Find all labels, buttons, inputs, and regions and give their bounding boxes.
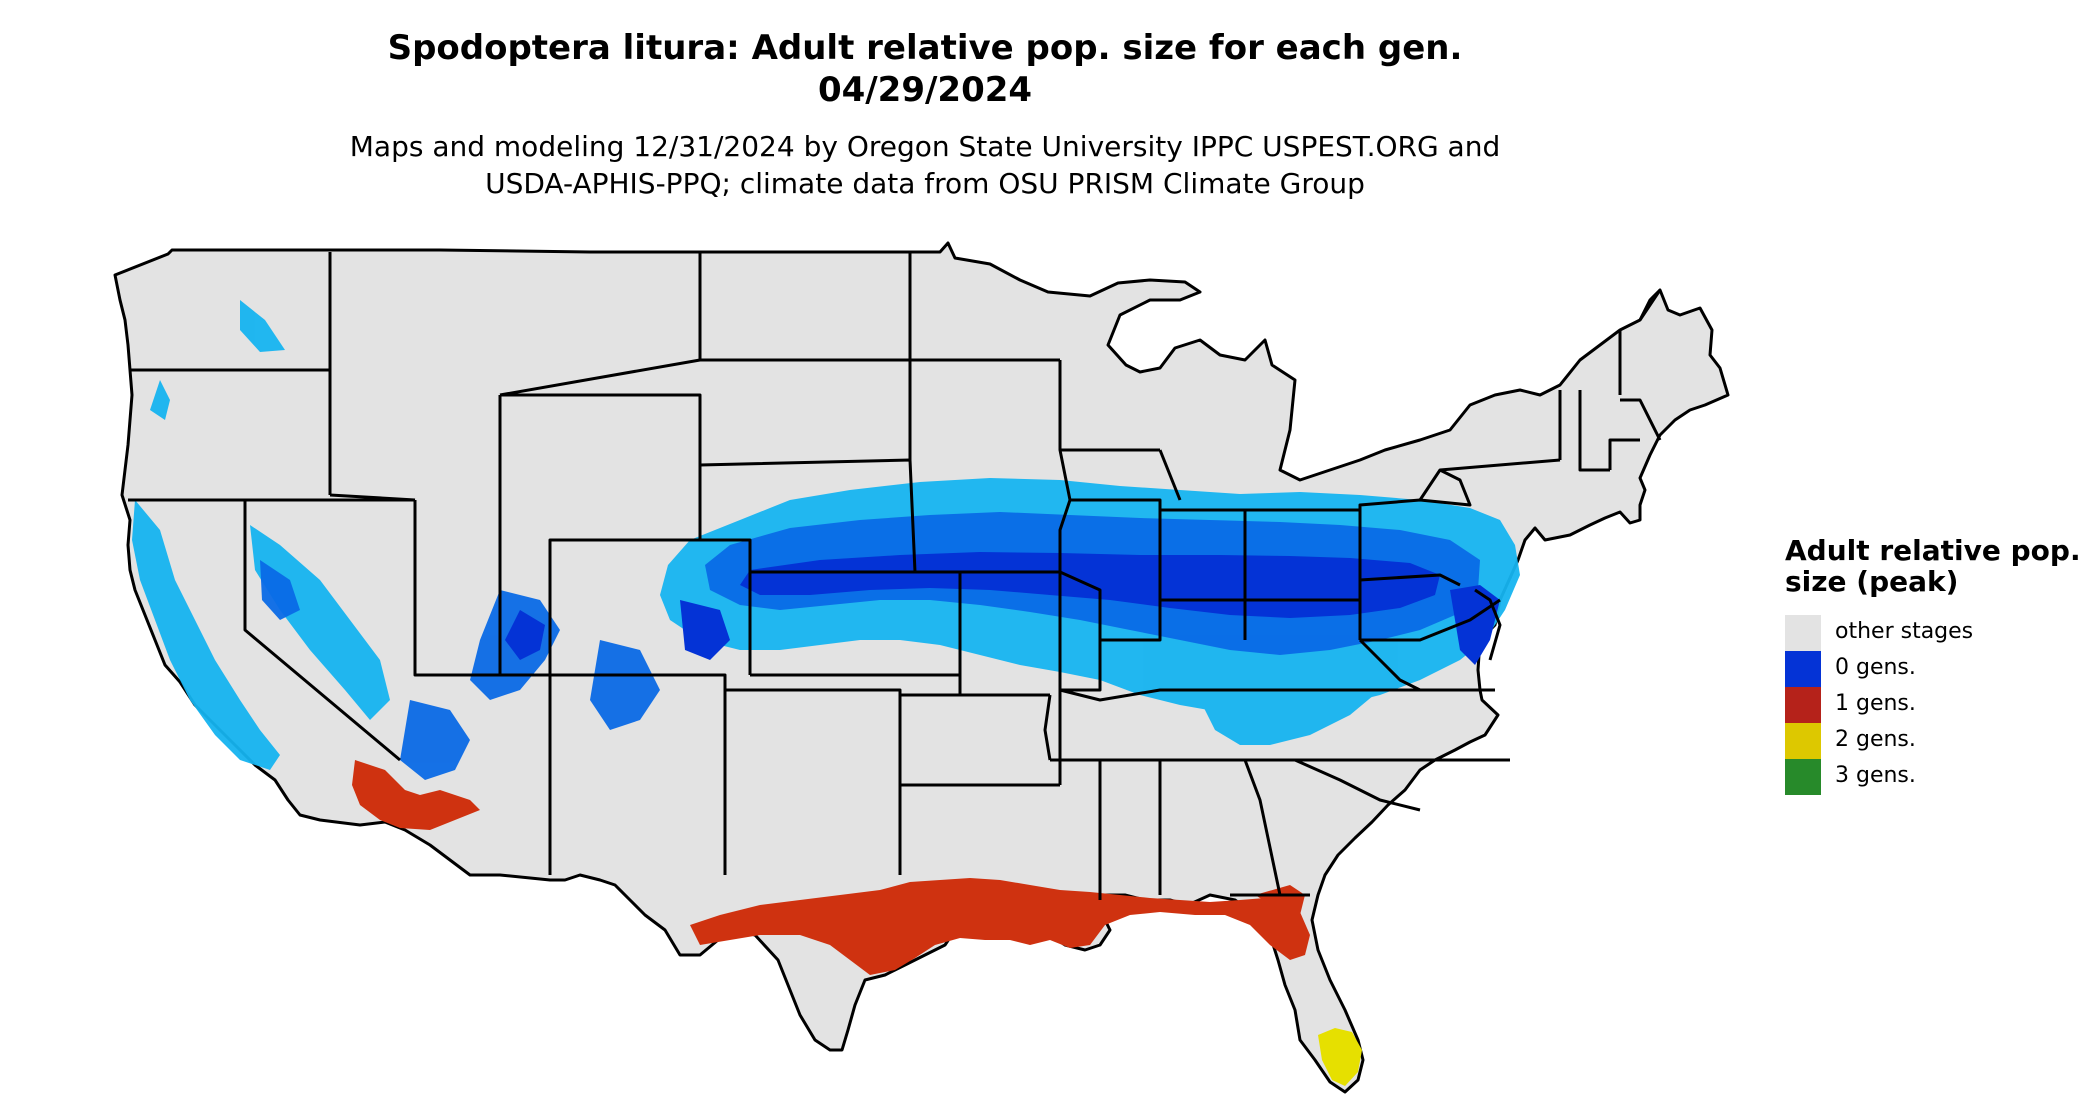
- us-land: [113, 241, 1730, 1094]
- legend-label: 0 gens.: [1835, 655, 1916, 680]
- legend-item-3-gens: 3 gens.: [1785, 759, 2085, 795]
- legend-item-2-gens: 2 gens.: [1785, 723, 2085, 759]
- state-borders: [128, 252, 1662, 900]
- legend-label: other stages: [1835, 619, 1974, 644]
- legend-label: 3 gens.: [1835, 763, 1916, 788]
- zone-two-gens: [1318, 1028, 1362, 1086]
- legend-label: 1 gens.: [1835, 691, 1916, 716]
- legend: Adult relative pop. size (peak) other st…: [1785, 535, 2085, 795]
- legend-swatch: [1785, 651, 1821, 687]
- legend-swatch: [1785, 687, 1821, 723]
- legend-item-other-stages: other stages: [1785, 615, 2085, 651]
- legend-item-1-gens: 1 gens.: [1785, 687, 2085, 723]
- legend-item-0-gens: 0 gens.: [1785, 651, 2085, 687]
- map-subtitle-line1: Maps and modeling 12/31/2024 by Oregon S…: [349, 130, 1501, 163]
- map-title: Spodoptera litura: Adult relative pop. s…: [387, 28, 1463, 68]
- legend-label: 2 gens.: [1835, 727, 1916, 752]
- legend-title: Adult relative pop. size (peak): [1785, 534, 2081, 598]
- map-date: 04/29/2024: [817, 70, 1033, 110]
- zone-one-gen: [352, 760, 1310, 975]
- legend-swatch: [1785, 723, 1821, 759]
- legend-swatch: [1785, 759, 1821, 795]
- map-subtitle-line2: USDA-APHIS-PPQ; climate data from OSU PR…: [485, 167, 1365, 200]
- legend-swatch: [1785, 615, 1821, 651]
